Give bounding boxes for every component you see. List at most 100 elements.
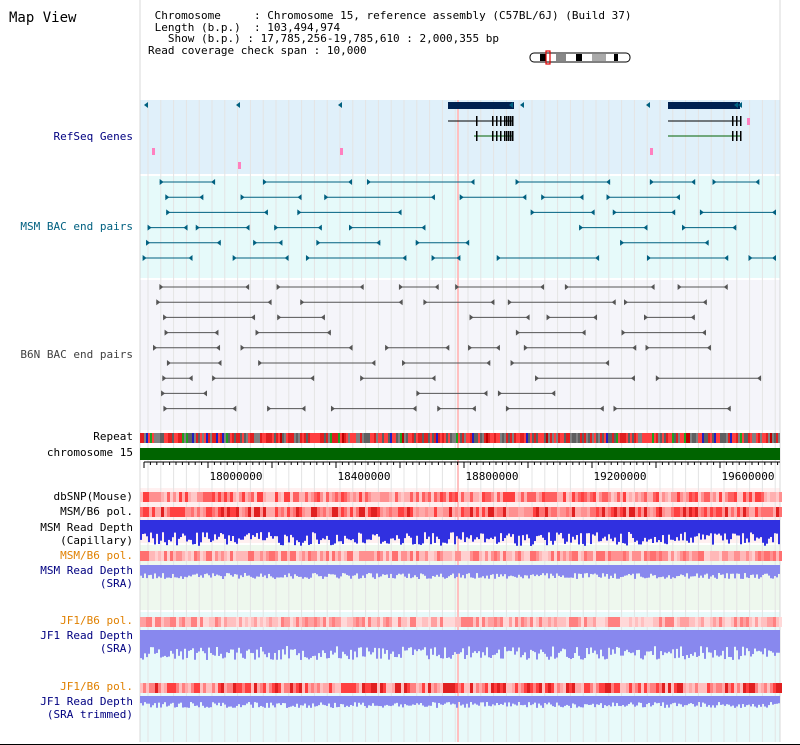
msm-b6-pol-strip [503,507,506,517]
msm-bac-end [522,194,527,201]
msm-b6-pol-strip [569,507,572,517]
msm-depth-cap-bar [166,520,168,546]
jf1-depth-trim-bar [430,696,432,706]
msm-bac-end [496,255,501,261]
track-label-msm-depth-sra-1[interactable]: MSM Read Depth [40,564,133,577]
msm-b6-pol2-strip [755,551,758,561]
msm-b6-pol2-strip [575,551,578,561]
jf1-depth-trim-bar [150,696,152,708]
msm-b6-pol-strip [143,507,146,517]
repeat-element [458,433,460,443]
jf1-b6-pol-strip [209,617,212,627]
jf1-depth-sra-bar [450,630,452,659]
jf1-depth-trim-bar [350,696,352,706]
track-label-jf1-depth-trim-1[interactable]: JF1 Read Depth [40,695,133,708]
msm-depth-sra-bar [174,565,176,578]
msm-depth-cap-bar [572,520,574,537]
jf1-b6-pol-strip [206,617,209,627]
jf1-b6-pol-strip [692,617,695,627]
msm-b6-pol-strip [179,507,182,517]
jf1-depth-trim-bar [728,696,730,705]
jf1-depth-sra-bar [280,630,282,660]
jf1-depth-sra-bar [438,630,440,655]
repeat-element [534,433,536,443]
track-label-dbsnp[interactable]: dbSNP(Mouse) [53,490,133,503]
repeat-element [386,433,388,443]
jf1-b6-pol2-strip [674,683,677,693]
msm-depth-cap-bar [484,520,486,543]
track-label-msm-b6-pol-1[interactable]: MSM/B6 pol. [60,505,133,518]
msm-b6-pol2-strip [293,551,296,561]
jf1-depth-trim-bar [768,696,770,706]
repeat-element [436,433,438,443]
jf1-b6-pol-strip [776,617,779,627]
msm-depth-sra-bar [316,565,318,575]
track-label-jf1-b6-pol-1[interactable]: JF1/B6 pol. [60,614,133,627]
dbsnp-strip [395,492,398,502]
msm-b6-pol2-strip [647,551,650,561]
jf1-depth-sra-bar [246,630,248,651]
track-label-msm-depth-cap-1[interactable]: MSM Read Depth [40,521,133,534]
dbsnp-strip [638,492,641,502]
track-label-repeat[interactable]: Repeat [93,430,133,443]
jf1-b6-pol-strip [281,617,284,627]
repeat-element [552,433,554,443]
msm-depth-cap-bar [748,520,750,543]
dbsnp-strip [185,492,188,502]
msm-b6-pol2-strip [761,551,764,561]
jf1-depth-trim-bar [606,696,608,707]
dbsnp-strip [578,492,581,502]
repeat-element [282,433,284,443]
jf1-depth-trim-bar [160,696,162,708]
msm-b6-pol2-strip [428,551,431,561]
repeat-element [352,433,354,443]
msm-depth-cap-bar [244,520,246,537]
dbsnp-strip [224,492,227,502]
exon [496,131,498,141]
axis-tick-label: 19200000 [594,470,647,483]
msm-depth-cap-bar [284,520,286,535]
msm-depth-sra-bar [198,565,200,577]
track-label-jf1-depth-sra-1[interactable]: JF1 Read Depth [40,629,133,642]
repeat-element [256,433,258,443]
jf1-b6-pol-strip [560,617,563,627]
jf1-depth-trim-bar [274,696,276,708]
msm-depth-sra-bar [336,565,338,578]
dbsnp-strip [527,492,530,502]
b6n-bac-end [510,360,515,366]
msm-b6-pol-strip [407,507,410,517]
msm-b6-pol2-strip [188,551,191,561]
jf1-depth-sra-bar [264,630,266,655]
track-label-msm-bac[interactable]: MSM BAC end pairs [20,220,133,233]
repeat-element [438,433,440,443]
track-label-jf1-b6-pol-2[interactable]: JF1/B6 pol. [60,680,133,693]
jf1-b6-pol-strip [191,617,194,627]
jf1-b6-pol2-strip [659,683,662,693]
repeat-element [148,433,150,443]
msm-bac-end [530,209,535,216]
msm-depth-sra-bar [706,565,708,574]
msm-b6-pol-strip [317,507,320,517]
jf1-depth-trim-bar [440,696,442,705]
msm-depth-cap-bar [334,520,336,544]
jf1-depth-trim-bar [544,696,546,704]
jf1-depth-trim-bar [672,696,674,704]
jf1-depth-sra-bar [612,630,614,650]
msm-depth-cap-bar [770,520,772,537]
msm-b6-pol-strip [221,507,224,517]
dbsnp-strip [554,492,557,502]
repeat-element [530,433,532,443]
jf1-b6-pol-strip [590,617,593,627]
jf1-b6-pol-strip [551,617,554,627]
track-label-msm-b6-pol-2[interactable]: MSM/B6 pol. [60,549,133,562]
track-label-refseq[interactable]: RefSeq Genes [53,130,133,143]
msm-depth-cap-bar [656,520,658,543]
dbsnp-strip [218,492,221,502]
jf1-depth-sra-bar [426,630,428,656]
track-label-b6n-bac[interactable]: B6N BAC end pairs [20,348,133,361]
msm-depth-cap-bar [320,520,322,541]
jf1-b6-pol2-strip [263,683,266,693]
track-label-chromosome[interactable]: chromosome 15 [46,446,133,459]
dbsnp-strip [575,492,578,502]
